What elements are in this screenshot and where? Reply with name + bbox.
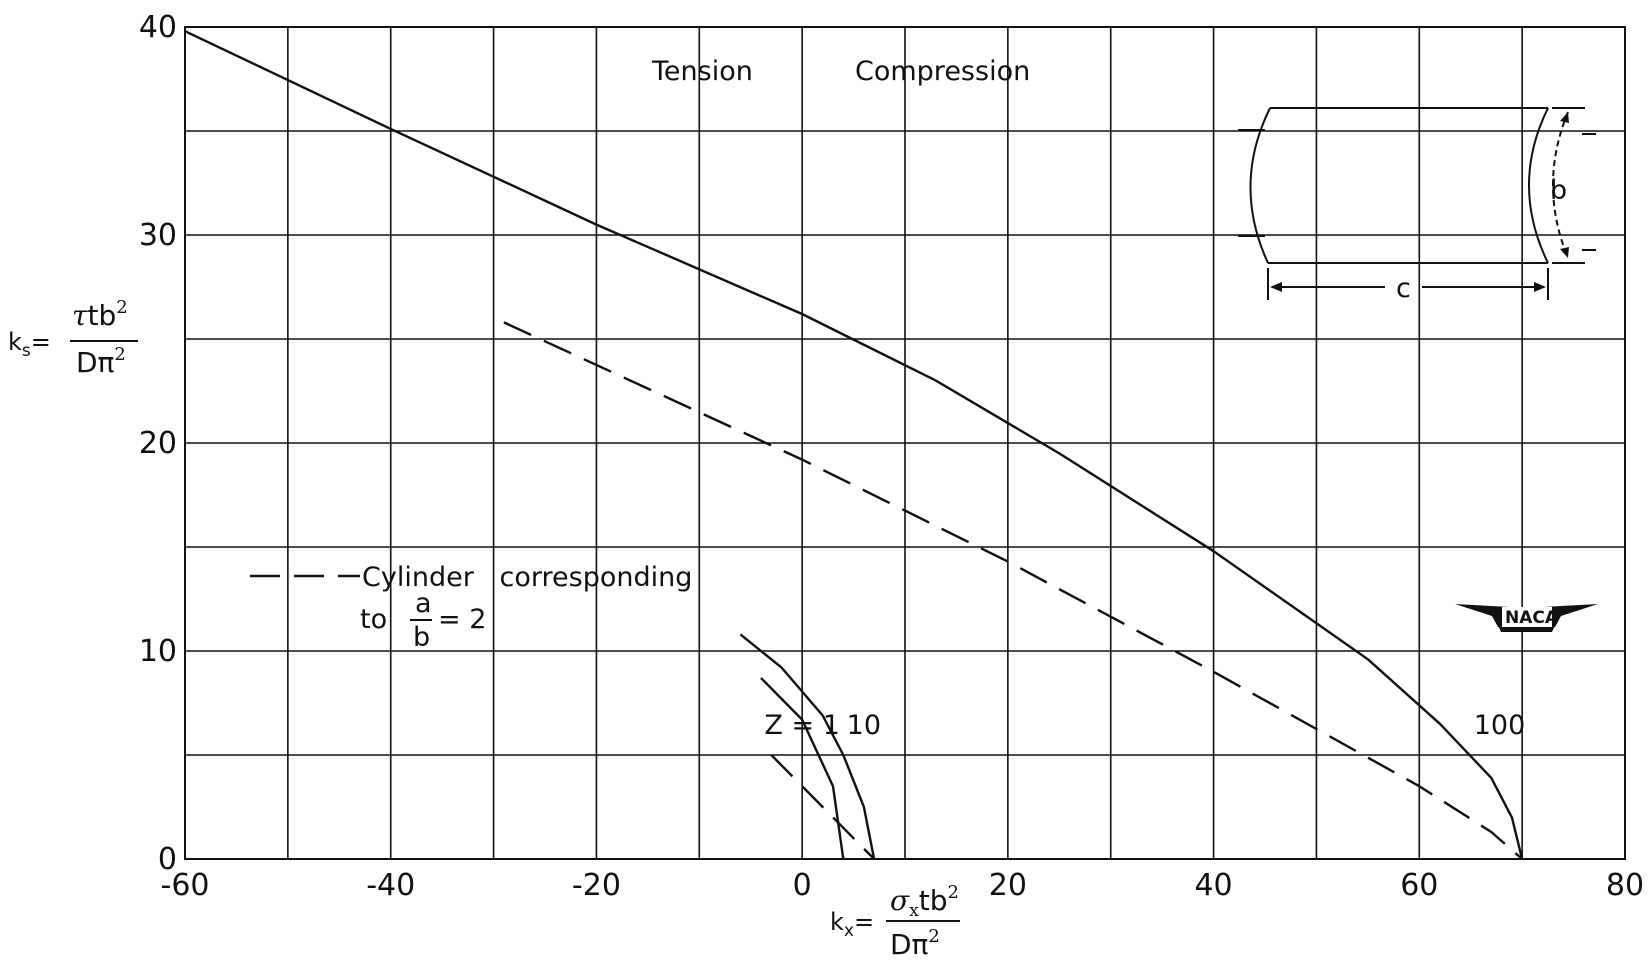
tension-label: Tension (651, 56, 753, 87)
series-line (770, 754, 875, 860)
naca-logo-text: NACA (1505, 608, 1559, 628)
legend: Cylinder corresponding to a b = 2 (250, 562, 692, 653)
x-tick-label: 60 (1400, 868, 1438, 903)
curve-label: 10 (847, 710, 881, 741)
x-tick-labels: -60 -40 -20 0 20 40 60 80 (161, 868, 1645, 903)
legend-eq: = 2 (438, 604, 486, 635)
x-tick-label: 20 (989, 868, 1027, 903)
y-tick-label: 40 (139, 10, 177, 45)
series-line (184, 30, 1524, 860)
x-tick-label: -40 (366, 868, 415, 903)
x-tick-label: 80 (1606, 868, 1644, 903)
plot-frame (184, 26, 1626, 860)
y-axis-label: ks= τtb2 Dπ2 (8, 297, 138, 379)
y-tick-label: 20 (139, 426, 177, 461)
svg-text:σxtb2: σxtb2 (890, 882, 959, 921)
x-tick-label: 0 (793, 868, 812, 903)
y-tick-label: 30 (139, 218, 177, 253)
curve-labels: Z = 1 10 100 (764, 710, 1525, 741)
panel-inset: b c (1238, 107, 1596, 304)
y-tick-label: 10 (139, 634, 177, 669)
legend-to: to (360, 604, 387, 635)
series-line (503, 321, 1523, 860)
curve-label: 100 (1474, 710, 1526, 741)
series-line (739, 633, 876, 860)
svg-text:τtb2: τtb2 (72, 297, 128, 332)
compression-label: Compression (855, 56, 1030, 87)
svg-text:Dπ2: Dπ2 (76, 344, 126, 379)
legend-frac-num: a (415, 588, 432, 619)
svg-text:ks=: ks= (8, 328, 51, 361)
x-axis-label: kx= σxtb2 Dπ2 (830, 882, 960, 961)
series (184, 30, 1524, 860)
grid (184, 26, 1626, 860)
x-tick-label: -60 (161, 868, 210, 903)
inset-b-label: b (1550, 175, 1567, 206)
legend-line1: Cylinder corresponding (362, 562, 692, 593)
inset-c-label: c (1396, 273, 1411, 304)
y-tick-label: 0 (158, 842, 177, 877)
curve-label: Z = 1 (764, 710, 839, 741)
x-tick-label: -20 (572, 868, 621, 903)
y-tick-labels: 0 10 20 30 40 (139, 10, 177, 877)
legend-frac-den: b (413, 622, 430, 653)
x-tick-label: 40 (1194, 868, 1232, 903)
svg-text:kx=: kx= (830, 908, 874, 941)
naca-logo: NACA (1455, 604, 1598, 632)
svg-text:Dπ2: Dπ2 (890, 926, 940, 961)
